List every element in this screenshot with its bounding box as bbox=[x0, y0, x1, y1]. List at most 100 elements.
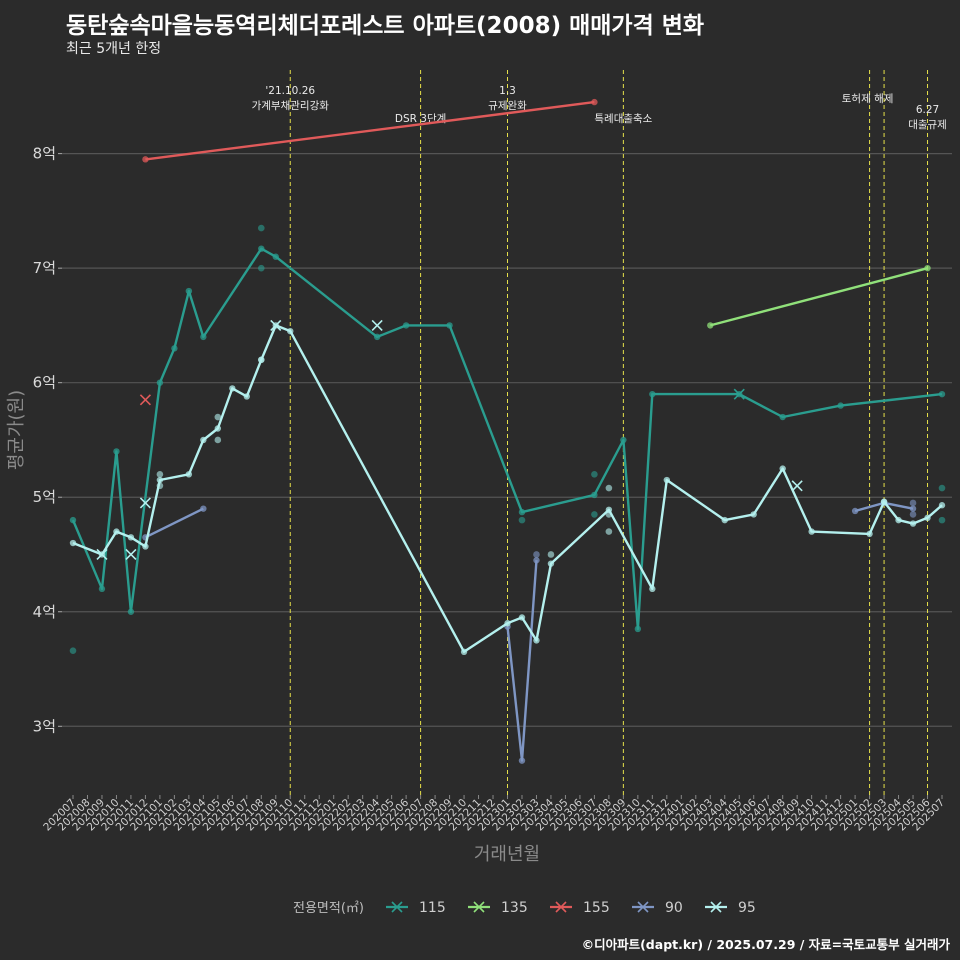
scatter-point-115 bbox=[69, 647, 77, 654]
scatter-point-90 bbox=[909, 499, 917, 507]
event-label-line: 규제완화 bbox=[488, 99, 527, 112]
scatter-point-95 bbox=[547, 551, 555, 558]
legend-item-155: 155 bbox=[550, 900, 610, 916]
event-label-line: 1.3 bbox=[499, 85, 516, 97]
scatter-point-115 bbox=[591, 511, 598, 518]
data-point-95 bbox=[779, 465, 786, 472]
cross-marker-95 bbox=[371, 319, 383, 331]
scatter-point-95 bbox=[880, 498, 888, 506]
scatter-point-115 bbox=[257, 264, 265, 272]
data-point-115 bbox=[156, 379, 164, 386]
legend-swatch-cross bbox=[473, 901, 485, 913]
cross-stroke bbox=[139, 497, 151, 509]
cross-stroke bbox=[139, 394, 151, 406]
event-label-line: 특례대출축소 bbox=[594, 113, 652, 125]
data-point-95 bbox=[547, 560, 555, 567]
cross-stroke bbox=[733, 388, 745, 400]
data-point-115 bbox=[518, 508, 526, 516]
y-tick-label: 3억 bbox=[33, 717, 56, 735]
event-label: 토허제 해제 bbox=[842, 92, 894, 105]
y-tick-label: 4억 bbox=[33, 603, 56, 621]
data-point-95 bbox=[533, 637, 540, 644]
legend-item-90: 90 bbox=[632, 900, 683, 916]
scatter-point-115 bbox=[938, 516, 946, 524]
data-point-115 bbox=[258, 245, 265, 252]
data-point-90 bbox=[200, 505, 207, 512]
legend-swatch-cross bbox=[710, 901, 722, 913]
series-line-90 bbox=[506, 560, 538, 762]
y-axis-title: 평균가(원) bbox=[6, 390, 27, 470]
scatter-point-115 bbox=[518, 516, 526, 524]
data-point-95 bbox=[243, 393, 250, 400]
data-point-95 bbox=[69, 539, 77, 547]
scatter-point-95 bbox=[214, 436, 222, 444]
y-tick-label: 5억 bbox=[33, 488, 56, 506]
data-point-95 bbox=[895, 516, 902, 524]
series-line-155 bbox=[145, 100, 595, 161]
cross-marker-95 bbox=[125, 548, 137, 561]
legend-item-115: 115 bbox=[386, 900, 446, 916]
data-point-95 bbox=[214, 425, 222, 432]
cross-stroke bbox=[96, 548, 108, 561]
data-point-95 bbox=[142, 543, 149, 550]
event-label: 1.3 규제완화 bbox=[488, 85, 527, 112]
data-point-95 bbox=[721, 516, 728, 524]
data-point-155 bbox=[142, 156, 149, 163]
data-point-95 bbox=[605, 506, 613, 514]
data-point-115 bbox=[272, 253, 279, 260]
data-point-115 bbox=[373, 333, 381, 341]
cross-marker-115 bbox=[733, 388, 745, 400]
data-point-95 bbox=[200, 436, 207, 444]
data-point-115 bbox=[113, 448, 120, 455]
data-point-95 bbox=[113, 528, 120, 535]
data-point-95 bbox=[909, 520, 917, 527]
data-point-95 bbox=[663, 476, 671, 484]
scatter-point-90 bbox=[909, 511, 917, 518]
data-point-95 bbox=[127, 534, 135, 541]
legend-item-135: 135 bbox=[468, 900, 528, 916]
data-point-90 bbox=[533, 557, 540, 564]
legend-label: 115 bbox=[419, 900, 446, 916]
legend-swatch-cross bbox=[637, 901, 649, 913]
scatter-point-115 bbox=[591, 471, 598, 478]
data-point-115 bbox=[649, 390, 656, 398]
data-point-95 bbox=[924, 514, 931, 522]
data-point-115 bbox=[938, 390, 946, 398]
data-point-95 bbox=[866, 530, 873, 538]
cross-marker-155 bbox=[139, 394, 151, 406]
data-point-115 bbox=[446, 322, 453, 329]
data-point-115 bbox=[634, 625, 642, 633]
data-point-115 bbox=[69, 516, 77, 524]
data-point-95 bbox=[649, 585, 656, 593]
cross-stroke bbox=[791, 480, 803, 492]
data-point-90 bbox=[909, 505, 917, 512]
data-point-115 bbox=[402, 322, 410, 329]
cross-marker-95 bbox=[791, 480, 803, 492]
data-point-115 bbox=[127, 608, 135, 615]
data-point-115 bbox=[200, 333, 207, 341]
legend-label: 95 bbox=[738, 900, 756, 916]
data-point-155 bbox=[591, 98, 598, 106]
series-line-95 bbox=[72, 324, 943, 653]
data-point-115 bbox=[779, 413, 786, 421]
data-point-95 bbox=[156, 476, 164, 484]
cross-marker-95 bbox=[96, 548, 108, 561]
scatter-point-115 bbox=[938, 484, 946, 492]
event-label-line: '21.10.26 bbox=[265, 85, 315, 97]
scatter-point-95 bbox=[605, 484, 613, 492]
data-point-95 bbox=[229, 385, 236, 392]
scatter-point-90 bbox=[533, 551, 540, 558]
series-line-115 bbox=[71, 247, 943, 631]
x-axis-title: 거래년월 bbox=[474, 844, 540, 865]
y-tick-label: 7억 bbox=[33, 259, 56, 277]
cross-stroke bbox=[371, 319, 383, 331]
event-label: '21.10.26 가계부채관리강화 bbox=[252, 85, 330, 112]
data-point-135 bbox=[707, 322, 714, 329]
event-label: 특례대출축소 bbox=[594, 113, 652, 125]
data-point-95 bbox=[808, 528, 815, 535]
cross-marker-95 bbox=[139, 497, 151, 509]
cross-stroke bbox=[270, 319, 282, 331]
legend-label: 90 bbox=[665, 900, 683, 916]
y-tick-label: 6억 bbox=[33, 374, 56, 392]
